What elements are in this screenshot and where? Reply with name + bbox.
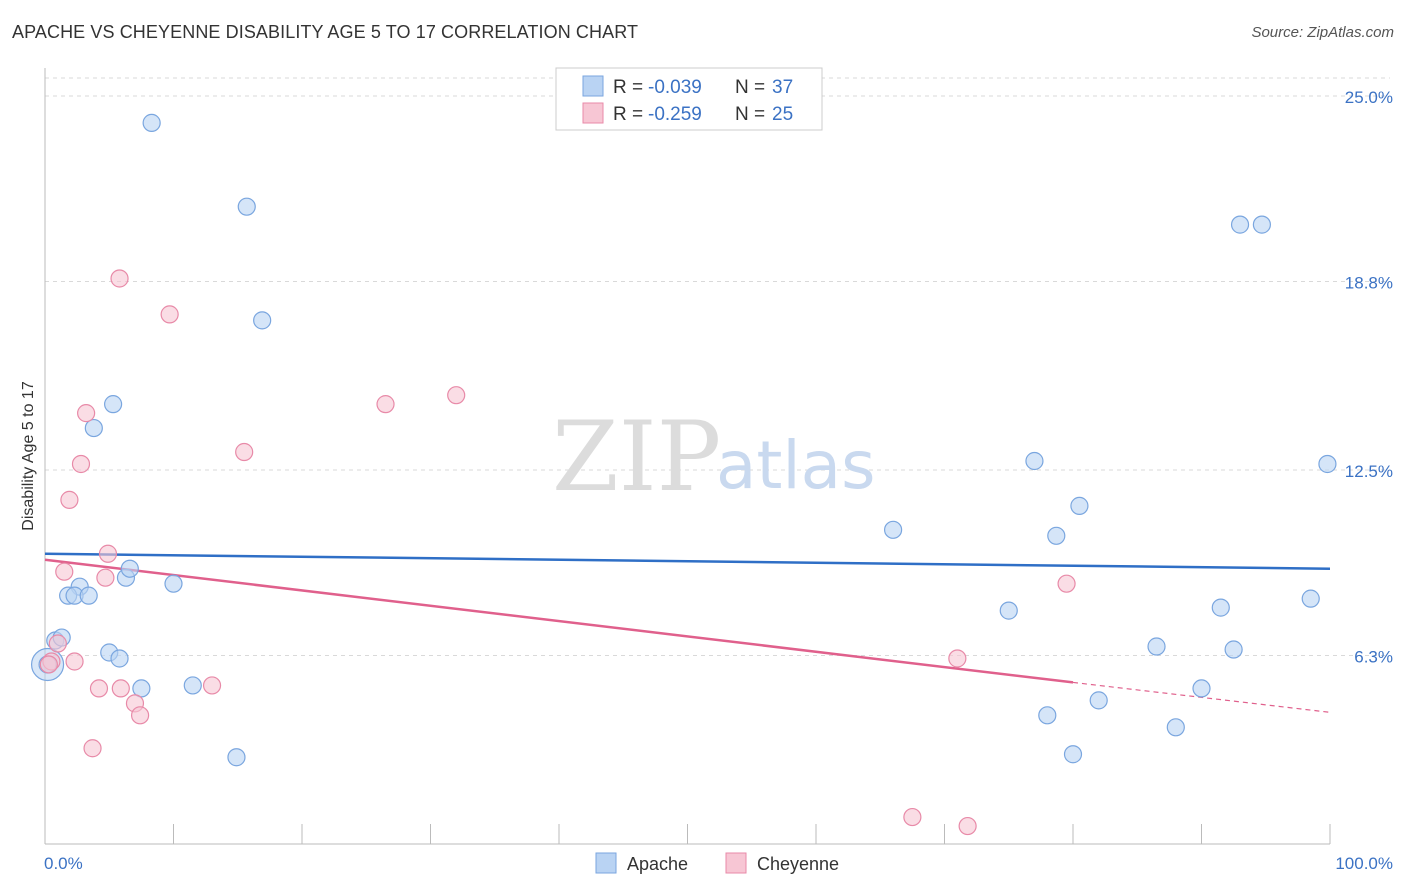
apache-point xyxy=(1301,589,1320,608)
legend-n-label: N = xyxy=(735,104,765,125)
bottom-legend-swatch-cheyenne xyxy=(725,852,747,874)
apache-point xyxy=(104,395,123,414)
y-axis-label: Disability Age 5 to 17 xyxy=(20,381,37,531)
cheyenne-point xyxy=(948,649,967,668)
bottom-legend-label-cheyenne: Cheyenne xyxy=(757,854,839,874)
apache-point xyxy=(1063,745,1083,764)
apache-point xyxy=(999,601,1018,620)
cheyenne-point xyxy=(55,562,74,581)
legend-r-value: -0.259 xyxy=(648,104,702,125)
apache-point xyxy=(1038,706,1057,725)
legend-r-value: -0.039 xyxy=(648,77,702,98)
legend-n-label: N = xyxy=(735,77,765,98)
correlation-legend: R = -0.039 N = 37 R = -0.259 N = 25 xyxy=(555,67,823,131)
cheyenne-point xyxy=(903,807,922,827)
grid-lines xyxy=(45,77,1390,656)
cheyenne-point xyxy=(71,454,91,474)
apache-point xyxy=(1025,451,1044,471)
cheyenne-point xyxy=(1057,574,1076,593)
cheyenne-point xyxy=(160,305,179,324)
apache-point xyxy=(237,197,256,216)
chart-title: APACHE VS CHEYENNE DISABILITY AGE 5 TO 1… xyxy=(12,22,639,42)
watermark-zip: ZIP xyxy=(552,401,721,513)
cheyenne-point xyxy=(130,706,150,725)
legend-n-value: 37 xyxy=(772,77,793,98)
x-tick-labels: 0.0% 100.0% xyxy=(44,854,1393,873)
apache-point xyxy=(132,679,151,698)
apache-point xyxy=(110,649,129,668)
trend-line-cheyenne xyxy=(44,558,1074,684)
apache-point xyxy=(120,559,139,578)
cheyenne-point xyxy=(89,679,109,698)
apache-point xyxy=(227,748,246,767)
cheyenne-point xyxy=(60,490,79,509)
legend-r-label: R = xyxy=(613,77,643,98)
apache-point xyxy=(1089,691,1108,710)
apache-point xyxy=(883,520,903,539)
cheyenne-point xyxy=(235,442,254,462)
legend-r-label: R = xyxy=(613,104,643,125)
y-tick-label: 18.8% xyxy=(1345,273,1393,292)
y-tick-labels: 6.3% 12.5% 18.8% 25.0% xyxy=(1345,88,1393,667)
trend-lines xyxy=(44,552,1331,713)
data-points xyxy=(30,113,1337,836)
cheyenne-point xyxy=(111,679,130,698)
apache-point xyxy=(1047,526,1066,545)
cheyenne-point xyxy=(65,652,84,671)
apache-point xyxy=(253,311,272,330)
apache-point xyxy=(1224,640,1243,659)
y-tick-label: 6.3% xyxy=(1354,647,1393,666)
x-tick-label-max: 100.0% xyxy=(1335,854,1393,873)
legend-n-value: 25 xyxy=(772,104,793,125)
bottom-legend-swatch-apache xyxy=(595,852,617,874)
apache-point xyxy=(1166,718,1185,737)
cheyenne-point xyxy=(39,655,58,674)
apache-point xyxy=(1318,454,1337,474)
x-tick-label-min: 0.0% xyxy=(44,854,83,873)
apache-point xyxy=(1211,598,1230,617)
apache-point xyxy=(1070,496,1089,515)
y-tick-label: 12.5% xyxy=(1345,462,1393,481)
cheyenne-point xyxy=(83,739,102,758)
cheyenne-point xyxy=(110,269,129,288)
y-tick-label: 25.0% xyxy=(1345,88,1393,107)
watermark: ZIP atlas xyxy=(552,401,876,513)
apache-point xyxy=(1230,215,1250,234)
bottom-legend-label-apache: Apache xyxy=(627,854,688,874)
cheyenne-point xyxy=(77,404,96,423)
cheyenne-point xyxy=(447,386,466,405)
apache-point xyxy=(84,418,103,438)
legend-swatch-apache xyxy=(582,75,604,97)
cheyenne-point xyxy=(48,634,67,653)
apache-point xyxy=(1192,679,1211,698)
apache-point xyxy=(164,574,183,593)
source-credit: Source: ZipAtlas.com xyxy=(1251,24,1394,41)
apache-point xyxy=(142,113,161,132)
watermark-atlas: atlas xyxy=(716,427,876,504)
cheyenne-point xyxy=(202,676,222,695)
apache-point xyxy=(1252,215,1271,234)
series-legend: Apache Cheyenne xyxy=(595,852,839,874)
apache-point xyxy=(1147,637,1166,656)
legend-swatch-cheyenne xyxy=(582,102,604,124)
cheyenne-point xyxy=(958,816,977,836)
trend-line-apache xyxy=(44,552,1331,570)
cheyenne-point xyxy=(98,544,118,563)
cheyenne-point xyxy=(376,395,395,414)
axes xyxy=(44,68,1331,845)
cheyenne-point xyxy=(96,568,115,587)
apache-point xyxy=(79,586,98,605)
apache-point xyxy=(183,676,202,695)
